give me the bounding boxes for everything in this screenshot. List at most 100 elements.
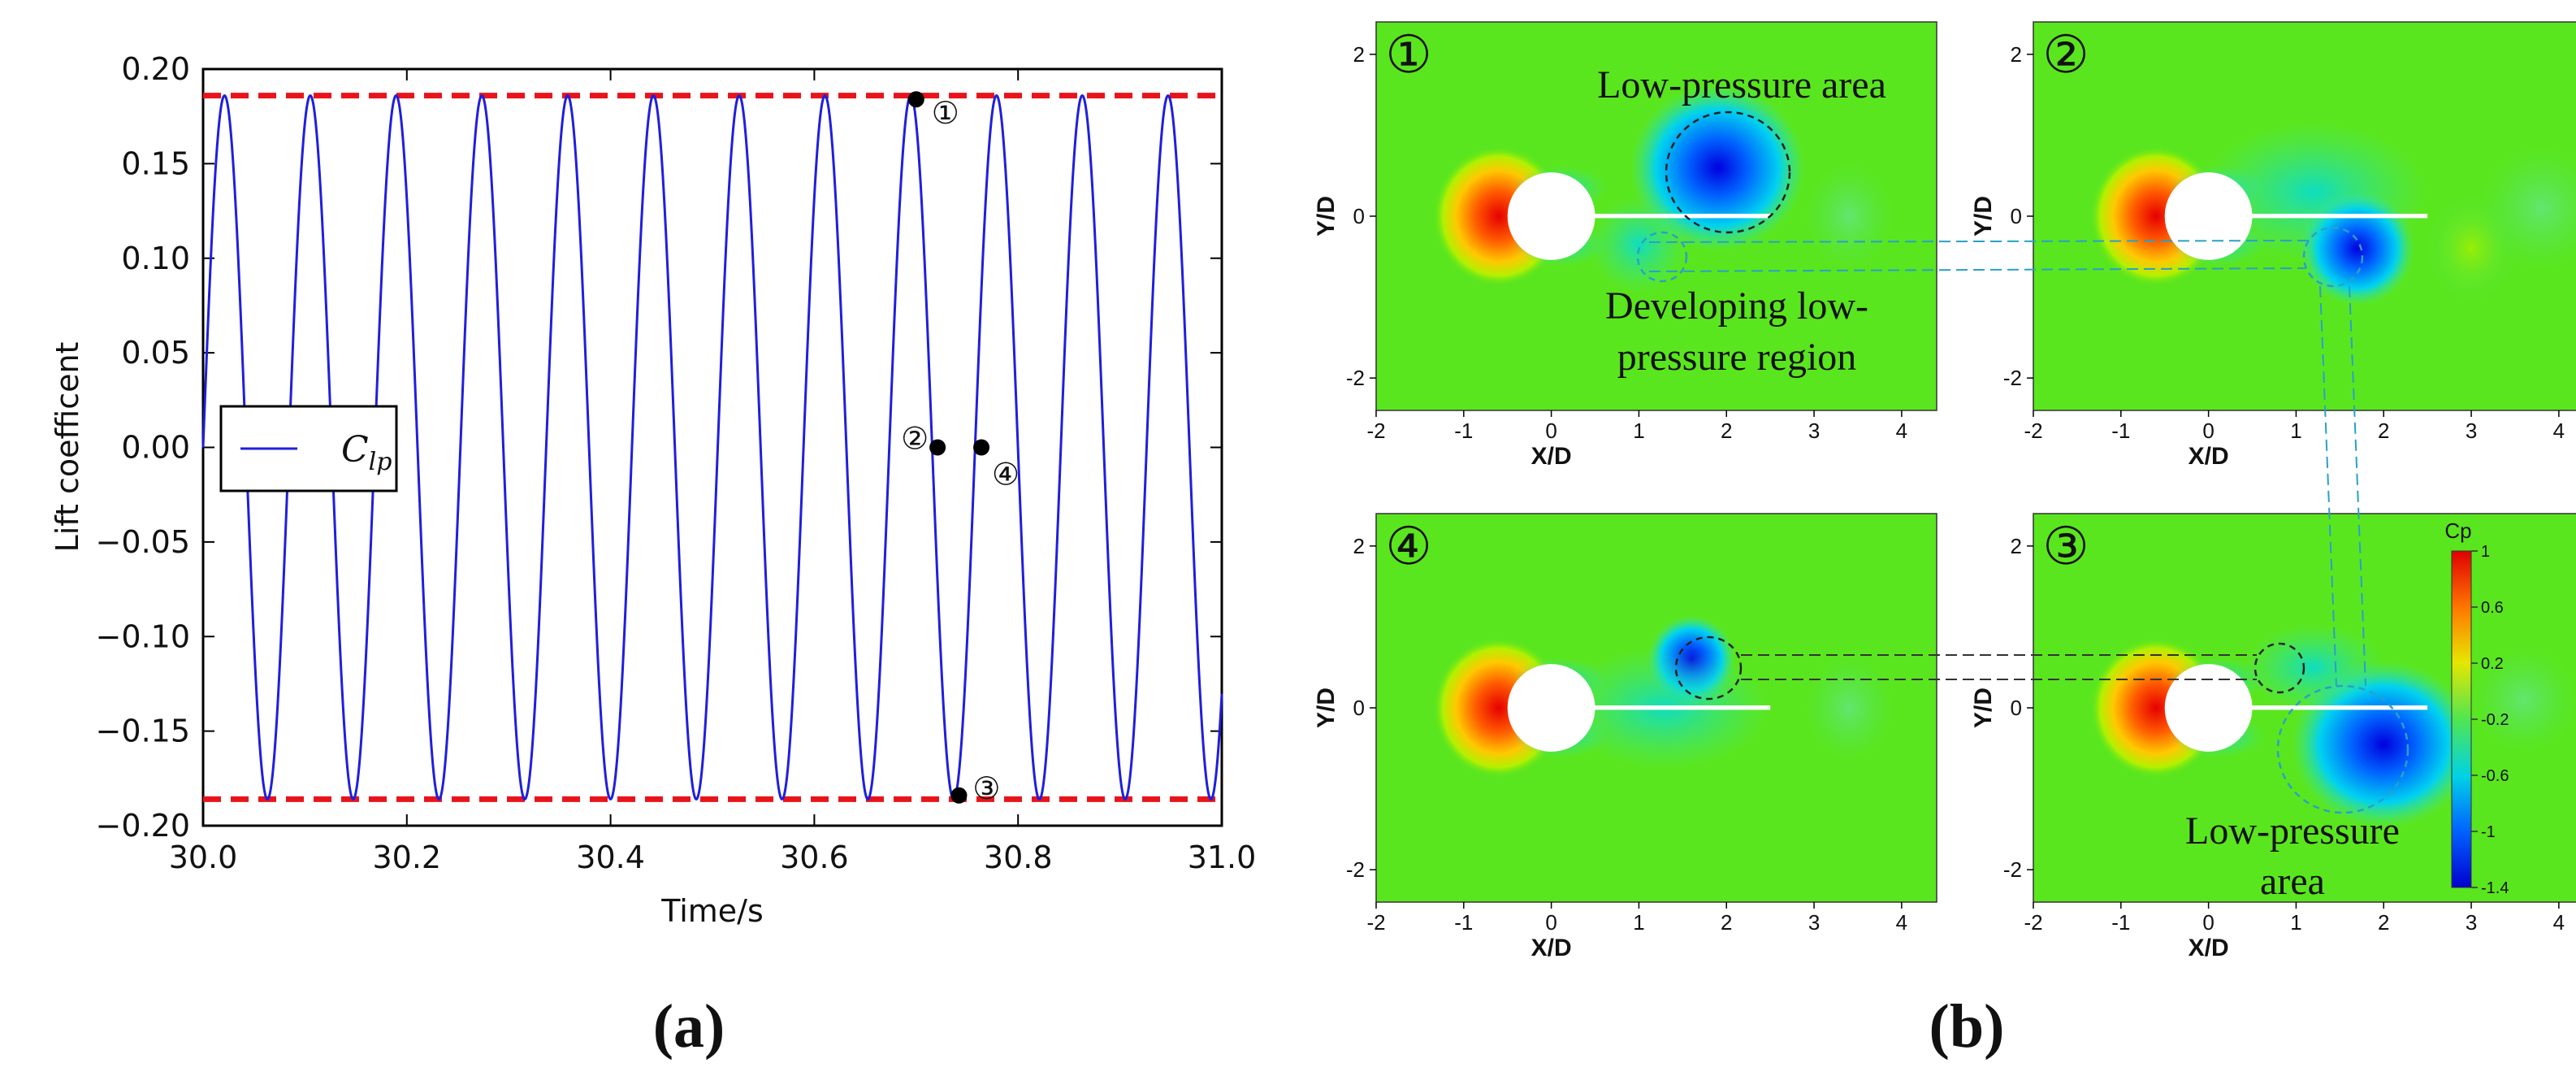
pressure-blob	[1630, 84, 1806, 251]
cylinder	[2164, 172, 2253, 260]
cylinder	[2164, 664, 2253, 752]
low-pressure-outline-4	[1674, 636, 1743, 701]
x-tick-label: 0	[2202, 910, 2214, 935]
subplot-4-annotations	[1674, 636, 1743, 701]
connector-lines	[1648, 240, 2366, 687]
y-tick-label: 0	[2011, 696, 2022, 720]
x-tick-label: 1	[2290, 419, 2301, 443]
marked-point-label: ①	[932, 97, 959, 131]
contour-subplot: -2 -1 0 1 2 3 4 2 0 -2 X/D Y/D ②	[1970, 21, 2576, 470]
connector-1-to-2-top	[1648, 240, 2314, 243]
y-tick-label: 2	[2011, 42, 2022, 67]
x-axis-label: X/D	[1531, 443, 1572, 470]
subplot-3-annotations: Low-pressure area	[2185, 642, 2409, 903]
cylinder	[1507, 664, 1595, 752]
y-tick-label: 0.00	[121, 430, 190, 466]
low-pressure-outline-2	[2302, 226, 2364, 288]
x-tick-label: 3	[1808, 910, 1820, 935]
colorbar-gradient	[2451, 550, 2472, 888]
subplot-label: ①	[1385, 26, 1431, 84]
colorbar-tick-label: 1	[2481, 543, 2490, 561]
x-tick-label: 31.0	[1188, 840, 1257, 875]
connector-1-to-2-bottom	[1648, 267, 2306, 272]
x-tick-label: -2	[2024, 910, 2042, 935]
x-tick-label: 30.4	[576, 840, 645, 875]
x-tick-label: 4	[1896, 910, 1907, 935]
legend-label-main: C	[341, 429, 369, 471]
y-tick-label: -2	[1346, 857, 1365, 882]
pressure-blob	[1591, 196, 1687, 293]
marked-point	[950, 787, 968, 804]
y-tick-label: 2	[1353, 42, 1365, 67]
x-tick-label: 0	[2202, 419, 2214, 443]
colorbar-tick-label: -1	[2481, 823, 2496, 841]
pressure-blob	[2243, 623, 2384, 712]
y-tick-label: -2	[2003, 857, 2022, 882]
panel-label-a: (a)	[653, 992, 725, 1061]
y-tick-label: −0.05	[96, 524, 190, 560]
marked-point	[973, 439, 990, 456]
colorbar-ticks: 1 0.6 0.2 -0.2 -0.6 -1 -1.4	[2471, 543, 2509, 897]
subplot-1-annotations: Low-pressure area Developing low- pressu…	[1597, 63, 1886, 379]
x-axis-label: X/D	[2189, 443, 2229, 470]
y-tick-label: 0	[1353, 696, 1365, 720]
x-tick-label: 2	[1721, 910, 1732, 935]
annotation-low-pressure-area: Low-pressure area	[1597, 63, 1886, 106]
x-tick-label: 3	[2466, 419, 2477, 443]
x-tick-label: -1	[2111, 419, 2130, 443]
subplot-label: ②	[2042, 26, 2089, 84]
connector-2-to-3-right	[2349, 285, 2366, 687]
subplot-2-annotations	[2302, 226, 2364, 288]
series-line-clp	[201, 93, 1223, 801]
x-tick-label: 1	[1633, 419, 1644, 443]
x-tick-label: 30.2	[372, 840, 441, 875]
y-tick-label: -2	[2003, 366, 2022, 390]
y-axis-label: Lift coefficent	[50, 342, 85, 553]
pressure-blob	[2471, 647, 2576, 753]
contour-subplot: -2 -1 0 1 2 3 4 2 0 -2 X/D Y/D ③	[1970, 513, 2576, 961]
legend: Clp	[219, 405, 398, 492]
y-axis-label: Y/D	[1970, 688, 1997, 728]
x-axis-label: X/D	[2189, 935, 2229, 961]
x-tick-label: 0	[1545, 910, 1556, 935]
subplot-label: ③	[2042, 518, 2089, 575]
developing-region-outline	[1636, 231, 1688, 283]
legend-label: Clp	[341, 429, 392, 476]
x-tick-label: 2	[2378, 419, 2389, 443]
reference-lines	[203, 93, 1222, 802]
marked-point	[907, 91, 924, 108]
annotation-low-pressure-line2: area	[2260, 860, 2325, 903]
pressure-blob	[2479, 146, 2576, 270]
x-tick-label: 30.6	[780, 840, 849, 875]
contour-subplot: -2 -1 0 1 2 3 4 2 0 -2 X/D Y/D ①	[1313, 21, 1937, 470]
x-tick-label: 30.8	[984, 840, 1053, 875]
splitter-plate	[1551, 214, 1771, 219]
y-tick-label: 0.05	[121, 335, 190, 371]
y-tick-label: 0.15	[121, 145, 190, 181]
colorbar-tick-label: -0.2	[2481, 711, 2509, 729]
x-tick-label: 3	[1808, 419, 1820, 443]
x-tick-label: 4	[2553, 419, 2565, 443]
x-tick-label: 4	[1896, 419, 1907, 443]
x-tick-label: -2	[2024, 419, 2042, 443]
x-axis-label: X/D	[1531, 935, 1572, 961]
marked-points: ① ② ③ ④	[901, 91, 1020, 806]
y-tick-label: 0	[2011, 204, 2022, 228]
x-axis-label: Time/s	[660, 893, 764, 929]
x-tick-label: 0	[1545, 419, 1556, 443]
marked-point	[929, 439, 946, 456]
colorbar-tick-label: -1.4	[2481, 879, 2509, 897]
marked-point-label: ③	[972, 772, 1000, 806]
annotation-developing-line2: pressure region	[1617, 336, 1857, 379]
y-tick-label: −0.20	[96, 808, 190, 844]
y-tick-label: −0.10	[96, 618, 190, 654]
colorbar: Cp 1 0.6 0.2 -0.2 -0.6 -1 -1.4	[2444, 518, 2509, 897]
y-tick-label: −0.15	[96, 714, 190, 749]
subplot-label: ④	[1385, 518, 1431, 575]
x-tick-label: 1	[2290, 910, 2301, 935]
lift-coefficient-chart: 30.0 30.2 30.4 30.6 30.8 31.0 0.20 0.15 0.10 0.05…	[50, 51, 1256, 1061]
pressure-blob	[1805, 655, 1894, 761]
colorbar-tick-label: 0.2	[2481, 655, 2504, 673]
y-axis-label: Y/D	[1313, 688, 1340, 728]
pressure-blob	[2300, 191, 2414, 306]
